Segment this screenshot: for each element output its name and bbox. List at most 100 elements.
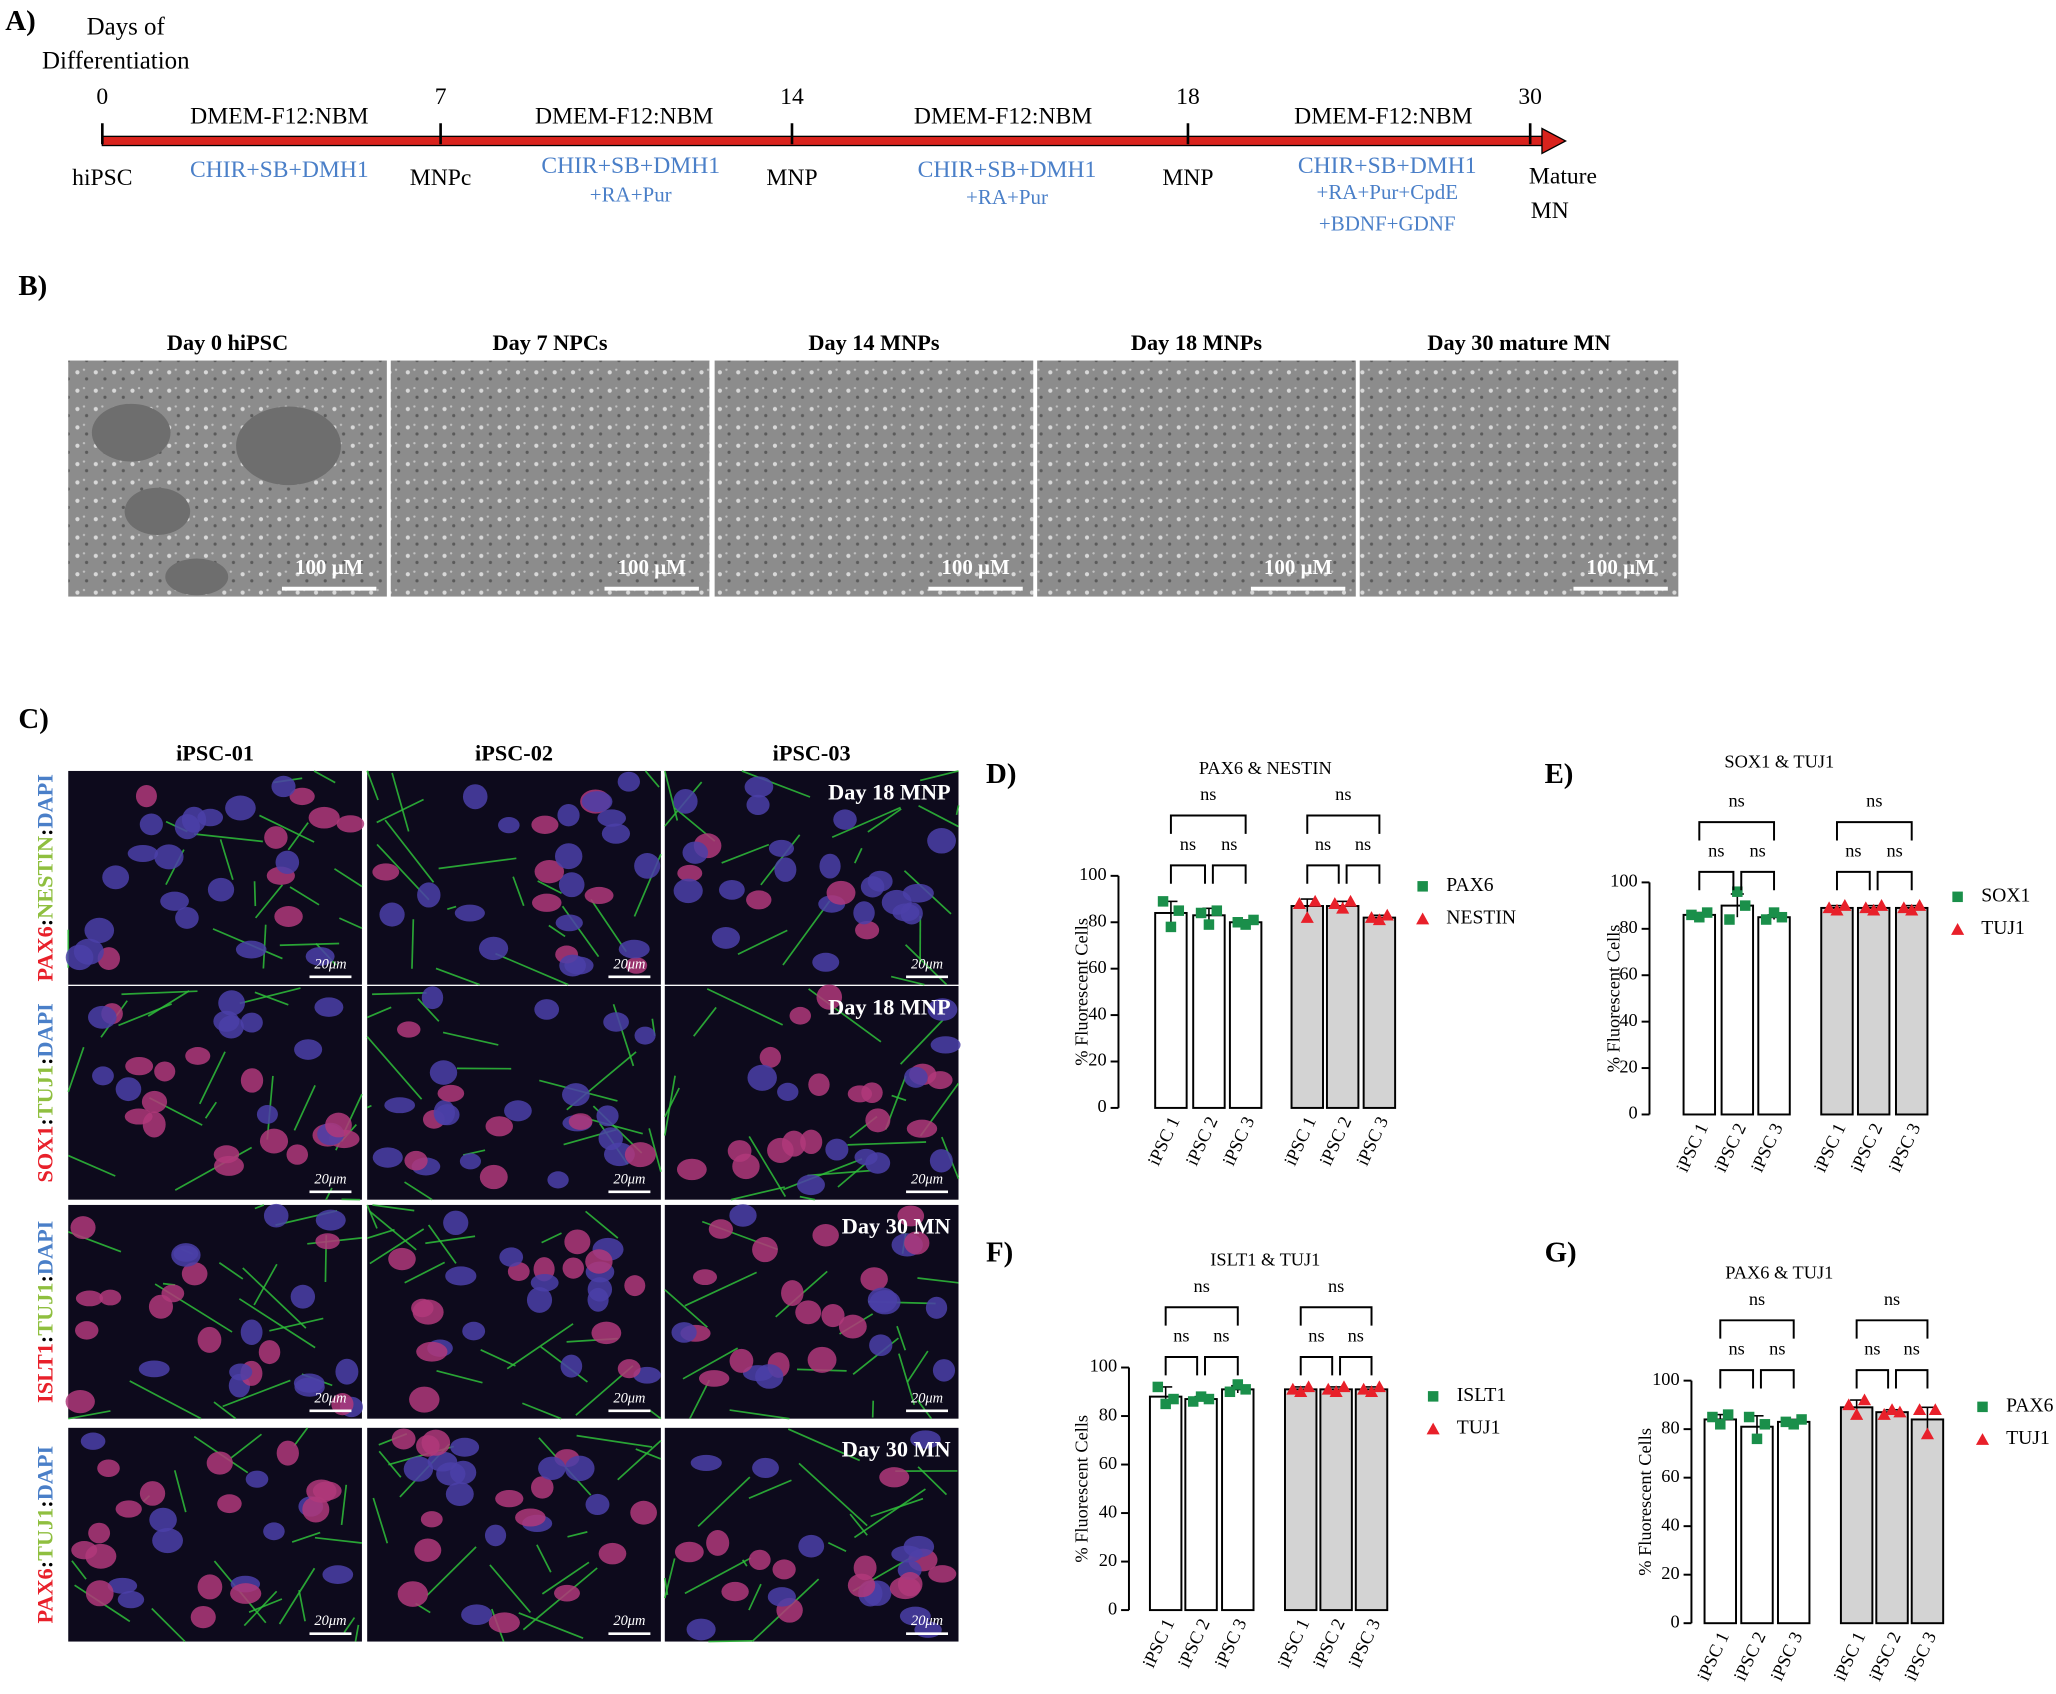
data-point: [1701, 907, 1713, 918]
neurite: [222, 1379, 291, 1408]
nucleus: [160, 891, 189, 911]
nucleus: [397, 1021, 421, 1038]
neurite: [664, 1289, 708, 1328]
y-tick-label: 60: [1088, 957, 1106, 977]
nucleus: [768, 839, 795, 857]
y-tick-label: 80: [1661, 1417, 1679, 1437]
medium: DMEM-F12:NBM: [1294, 103, 1472, 129]
neurite: [372, 1204, 415, 1212]
x-tick-label: iPSC 3: [1211, 1616, 1251, 1671]
nucleus: [197, 1326, 222, 1353]
nucleus: [853, 901, 875, 925]
x-tick-label: iPSC 1: [1144, 1113, 1184, 1168]
nucleus: [258, 1340, 281, 1365]
y-tick-label: 0: [1629, 1103, 1638, 1123]
data-point: [1788, 1419, 1799, 1430]
nucleus: [847, 1573, 876, 1598]
y-tick-label: 20: [1099, 1550, 1117, 1570]
nucleus: [315, 1209, 346, 1231]
neurite: [849, 1513, 868, 1536]
neurite: [218, 1262, 244, 1280]
nucleus: [781, 1130, 806, 1157]
y-axis-label: % Fluorescent Cells: [1071, 918, 1091, 1066]
nucleus: [391, 1428, 416, 1450]
y-tick-label: 100: [1652, 1369, 1680, 1389]
neurite: [193, 833, 263, 843]
neurite: [518, 1612, 584, 1639]
panel-label: A): [5, 5, 35, 37]
nucleus: [562, 1083, 590, 1107]
nucleus: [305, 947, 335, 966]
significance-bracket: [1855, 1319, 1929, 1339]
bar: [1703, 1418, 1738, 1625]
stain-name: NESTIN: [32, 836, 57, 919]
nucleus: [127, 845, 159, 863]
stain-name: TUJ1: [32, 1282, 57, 1335]
significance-bracket: [1698, 870, 1735, 891]
nucleus: [587, 1277, 613, 1302]
x-tick-label: iPSC 3: [1747, 1120, 1787, 1175]
x-tick-label: iPSC 1: [1693, 1629, 1733, 1684]
treatment: CHIR+SB+DMH1: [190, 157, 369, 183]
data-point: [1724, 914, 1735, 925]
neurite: [648, 1128, 662, 1172]
nucleus: [729, 1348, 754, 1373]
x-tick-label: iPSC 3: [1352, 1113, 1392, 1168]
x-tick-label: iPSC 3: [1900, 1629, 1940, 1684]
image-title: Day 18 MNPs: [1131, 330, 1262, 355]
scale-label: 20μm: [314, 1171, 346, 1187]
significance-bracket: [1306, 814, 1381, 834]
nucleus: [181, 1262, 208, 1286]
neurite: [325, 1187, 333, 1201]
treatment: CHIR+SB+DMH1: [918, 157, 1097, 183]
neurite: [147, 990, 190, 1017]
significance-label: ns: [1749, 1289, 1765, 1309]
nucleus: [388, 1247, 416, 1271]
neurite: [368, 1210, 417, 1251]
significance-bracket: [1299, 1356, 1334, 1376]
nucleus: [674, 1541, 704, 1563]
neurite: [512, 876, 525, 907]
nucleus: [781, 1280, 804, 1307]
data-point: [1686, 909, 1697, 921]
data-point: [1372, 913, 1386, 926]
significance-bracket: [1204, 1356, 1239, 1376]
data-point: [1913, 1403, 1927, 1415]
neurite: [204, 1101, 217, 1119]
data-point: [1885, 1403, 1899, 1415]
scale-label: 100 μM: [941, 555, 1010, 579]
bar: [1192, 914, 1226, 1109]
nucleus: [302, 1496, 330, 1523]
significance-label: ns: [1884, 1289, 1900, 1309]
bar: [1184, 1398, 1218, 1612]
nucleus: [825, 1138, 849, 1161]
stage: Mature: [1529, 164, 1597, 190]
stage: MNP: [766, 165, 817, 191]
y-tick-label: 40: [1661, 1514, 1679, 1534]
neurite: [782, 900, 831, 966]
nucleus: [746, 890, 772, 910]
neurite: [585, 1210, 619, 1239]
nucleus: [450, 1437, 480, 1457]
legend-label: TUJ1: [1457, 1417, 1501, 1439]
neurite: [417, 998, 440, 1022]
nucleus: [774, 857, 797, 882]
neurite: [729, 1409, 790, 1420]
neurite: [239, 987, 301, 1005]
significance-label: ns: [1194, 1276, 1210, 1296]
nucleus: [293, 1373, 325, 1393]
scale-label: 20μm: [613, 1613, 645, 1629]
significance-bracket: [1876, 870, 1913, 891]
neurite: [436, 1370, 483, 1384]
neurite: [663, 1577, 669, 1596]
medium: DMEM-F12:NBM: [190, 103, 368, 129]
neurite: [955, 805, 960, 816]
nucleus: [256, 1104, 278, 1124]
x-tick-label: iPSC 3: [1885, 1120, 1925, 1175]
nucleus: [154, 844, 184, 870]
neurite: [853, 847, 863, 864]
nucleus: [929, 1149, 953, 1173]
data-point: [1867, 903, 1881, 916]
nucleus: [498, 817, 520, 834]
nucleus: [412, 1299, 444, 1325]
